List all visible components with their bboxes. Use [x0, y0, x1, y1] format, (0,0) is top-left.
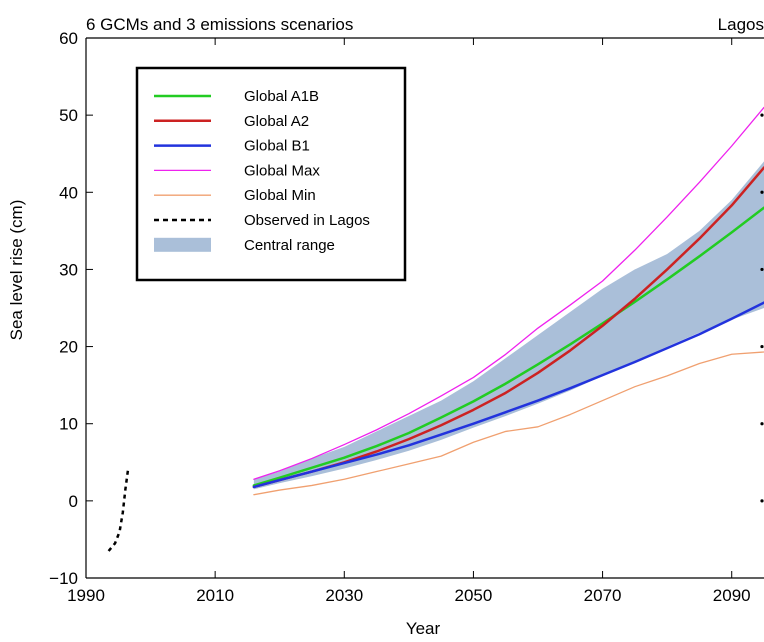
- y-tick-label: 20: [59, 338, 78, 357]
- y-tick-label: 60: [59, 29, 78, 48]
- legend-swatch-central-range: [154, 237, 211, 252]
- legend-label-observed-in-lagos: Observed in Lagos: [244, 212, 370, 229]
- y-tick-label: 40: [59, 183, 78, 202]
- chart-title-location: Lagos: [718, 15, 764, 34]
- y-tick-right: [760, 344, 764, 349]
- legend-label-global-b1: Global B1: [244, 138, 310, 155]
- x-tick-label: 2050: [455, 586, 493, 605]
- central-range-band: [253, 161, 764, 490]
- legend-label-global-min: Global Min: [244, 187, 316, 204]
- y-tick-right: [760, 190, 764, 194]
- series-line-global-max: [253, 106, 764, 480]
- x-tick-label: 1990: [67, 586, 105, 605]
- y-tick-right: [760, 422, 764, 426]
- x-tick-label: 2030: [325, 586, 363, 605]
- y-tick-right: [760, 267, 764, 272]
- y-tick-right: [760, 113, 764, 117]
- x-tick-label: 2010: [196, 586, 234, 605]
- x-tick-label: 2090: [713, 586, 751, 605]
- x-tick-label: 2070: [584, 586, 622, 605]
- y-tick-label: 50: [59, 106, 78, 125]
- legend-label-global-a2: Global A2: [244, 113, 309, 130]
- series-line-global-min: [253, 351, 764, 496]
- legend-label-global-max: Global Max: [244, 162, 320, 179]
- y-tick-label: 0: [69, 492, 78, 511]
- series-line-global-b1: [252, 301, 764, 489]
- plot-area: [107, 106, 764, 552]
- legend-label-global-a1b: Global A1B: [244, 88, 319, 105]
- y-tick-label: −10: [49, 569, 78, 588]
- y-tick-label: 10: [59, 415, 78, 434]
- series-line-global-a1b: [252, 206, 764, 487]
- x-axis-label: Year: [406, 619, 441, 638]
- legend: Global A1B Global A2 Global B1 Global Max Gl…: [135, 66, 407, 282]
- y-tick-label: 30: [59, 260, 78, 279]
- y-axis-label: Sea level rise (cm): [7, 200, 26, 341]
- legend-label-central-range: Central range: [244, 237, 335, 254]
- series-line-observed-in-lagos: [107, 469, 130, 552]
- chart-title: 6 GCMs and 3 emissions scenarios: [86, 15, 353, 34]
- y-tick-right: [760, 499, 764, 503]
